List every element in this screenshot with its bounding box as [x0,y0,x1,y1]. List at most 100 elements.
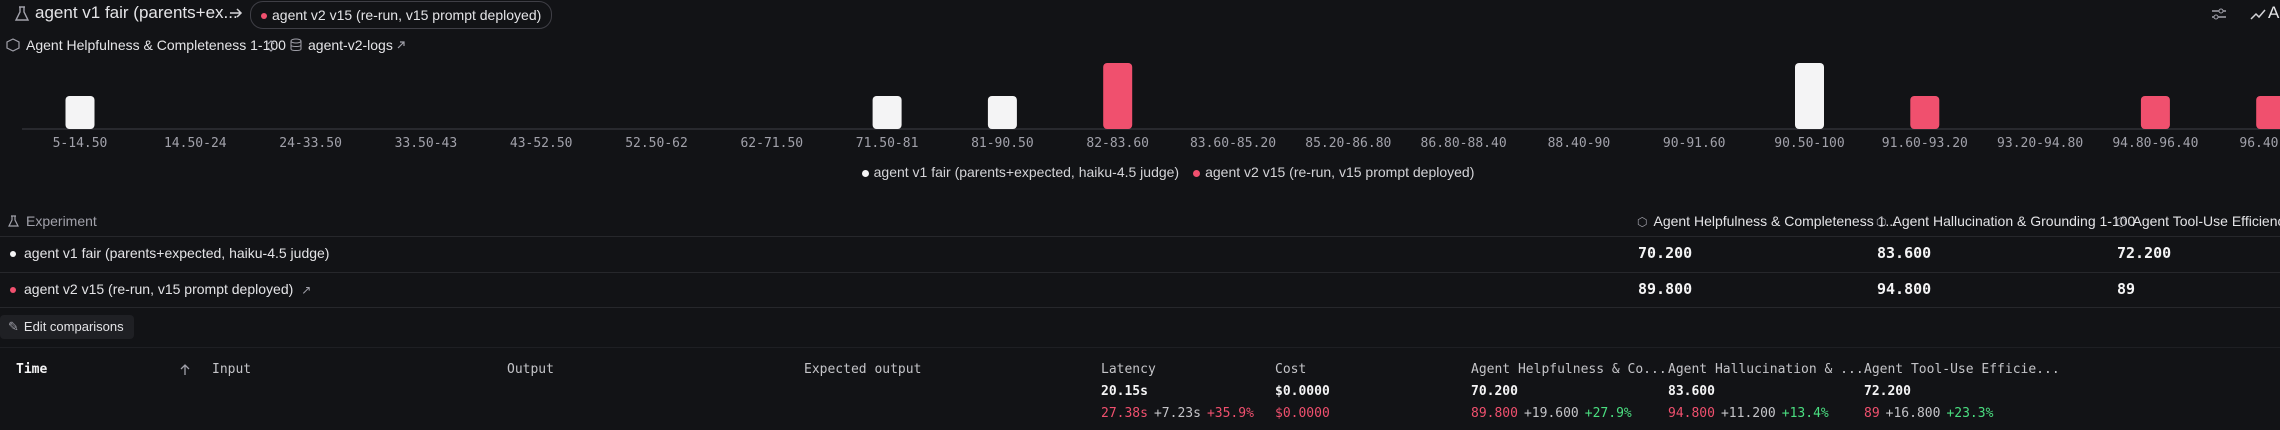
divider [0,272,2280,273]
comparison-pill[interactable]: agent v2 v15 (re-run, v15 prompt deploye… [250,1,553,29]
divider [0,307,2280,308]
compare-value: +13.4% [1781,406,1829,421]
compare-value: +35.9% [1206,406,1254,421]
column-header: ⬡ Agent Tool-Use Efficiency [2116,213,2280,229]
experiment-name[interactable]: agent v1 fair (parents+expected, haiku-4… [10,245,329,261]
x-tick-label: 90.50-100 [1774,136,1844,151]
x-tick-label: 33.50-43 [395,136,458,151]
legend-label: agent v1 fair (parents+expected, haiku-4… [873,164,1180,180]
external-icon: ↗ [301,283,312,297]
x-tick-label: 14.50-24 [164,136,227,151]
experiment-selector[interactable]: agent v1 fair (parents+ex... [35,3,238,22]
compare-value: +11.200 [1720,406,1776,421]
settings-icon[interactable] [2210,6,2228,22]
legend-item: agent v2 v15 (re-run, v15 prompt deploye… [1193,164,1474,180]
compare-value: 27.38s [1101,406,1148,421]
experiment-dot [10,287,16,294]
comparison-label: agent v2 v15 (re-run, v15 prompt deploye… [272,7,542,23]
base-value: 70.200 [1471,384,1518,399]
column-header[interactable]: Expected output [804,362,922,377]
column-label: Agent Hallucination & Grounding 1-100 [1892,213,2136,229]
divider [0,236,2280,237]
base-value: $0.0000 [1275,384,1330,399]
column-label: Agent Helpfulness & Completeness 1... [1653,213,1898,229]
legend-item: agent v1 fair (parents+expected, haiku-4… [861,164,1180,180]
column-icon: ⬡ [2116,215,2127,229]
column-icon: ⬡ [1876,215,1887,229]
score-icon [6,38,20,52]
x-tick-label: 88.40-90 [1548,136,1611,151]
sort-arrow[interactable] [179,363,191,377]
legend-label: agent v2 v15 (re-run, v15 prompt deploye… [1205,164,1475,180]
column-header: ⬡ Agent Helpfulness & Completeness 1... [1637,213,1897,229]
compare-value: +27.9% [1584,406,1632,421]
score-value: 89.800 [1638,280,1693,298]
view-label[interactable]: A [2268,3,2280,22]
bar [2256,96,2280,129]
score-value: 94.800 [1877,280,1932,298]
score-value: 70.200 [1638,244,1693,262]
x-tick-label: 43-52.50 [510,136,573,151]
bar [2140,96,2170,129]
column-header[interactable]: Agent Tool-Use Efficie... [1864,362,2060,377]
dataset-icon [290,38,302,51]
x-tick-label: 93.20-94.80 [1997,136,2083,151]
x-tick-label: 62-71.50 [740,136,803,151]
compare-cell: 94.800 +11.200 +13.4% [1668,406,1835,421]
x-tick-label: 71.50-81 [856,136,919,151]
x-tick-label: 86.80-88.40 [1421,136,1507,151]
column-header: ⬡ Agent Hallucination & Grounding 1-100 [1876,213,2135,229]
column-header[interactable]: Agent Helpfulness & Co... [1471,362,1667,377]
base-value: 83.600 [1668,384,1715,399]
column-header[interactable]: Agent Hallucination & ... [1668,362,1864,377]
legend-dot [861,169,869,177]
compare-value: 94.800 [1668,406,1715,421]
column-header[interactable]: Input [212,362,252,377]
experiment-dot [10,251,16,258]
x-tick-label: 90-91.60 [1663,136,1726,151]
x-tick-label: 5-14.50 [53,136,108,151]
column-header[interactable]: Time [16,362,48,377]
compare-cell: 27.38s +7.23s +35.9% [1101,406,1260,421]
chart-icon[interactable] [2250,6,2266,22]
compare-cell: 89.800 +19.600 +27.9% [1471,406,1638,421]
external-icon [397,41,405,49]
compare-cell: 89 +16.800 +23.3% [1864,406,1999,421]
base-value: 72.200 [1864,384,1911,399]
compare-value: $0.0000 [1275,406,1330,421]
score-value: 89 [2117,280,2136,298]
edit-label: Edit comparisons [23,319,124,334]
experiment-name[interactable]: agent v2 v15 (re-run, v15 prompt deploye… [10,281,311,297]
dataset-link[interactable]: agent-v2-logs [308,37,393,53]
x-tick-label: 52.50-62 [625,136,688,151]
arrow-icon [230,8,243,18]
bar [1103,63,1133,129]
column-header[interactable]: Cost [1275,362,1307,377]
column-header[interactable]: Output [507,362,554,377]
pill-dot [261,13,267,20]
column-icon: ⬡ [1637,215,1648,229]
edit-comparisons-button[interactable]: ✎ Edit comparisons [0,315,134,339]
compare-value: +16.800 [1885,406,1941,421]
score-selector[interactable]: Agent Helpfulness & Completeness 1-100 [26,37,286,53]
divider [0,347,2280,348]
bar [987,96,1017,129]
bar [1910,96,1940,129]
x-tick-label: 91.60-93.20 [1882,136,1968,151]
x-tick-label: 85.20-86.80 [1305,136,1391,151]
experiment-label: agent v2 v15 (re-run, v15 prompt deploye… [24,281,294,297]
compare-value: +7.23s [1153,406,1201,421]
x-tick-label: 24-33.50 [279,136,342,151]
x-tick-label: 96.40-98 [2239,136,2280,151]
compare-cell: $0.0000 [1275,406,1336,421]
legend: agent v1 fair (parents+expected, haiku-4… [0,164,2280,180]
experiment-header: Experiment [26,213,97,229]
x-tick-label: 94.80-96.40 [2112,136,2198,151]
bar [872,96,902,129]
score-value: 72.200 [2117,244,2172,262]
legend-dot [1193,169,1201,177]
column-label: Agent Tool-Use Efficiency [2132,213,2280,229]
column-header[interactable]: Latency [1101,362,1156,377]
sort-icon [267,40,275,52]
